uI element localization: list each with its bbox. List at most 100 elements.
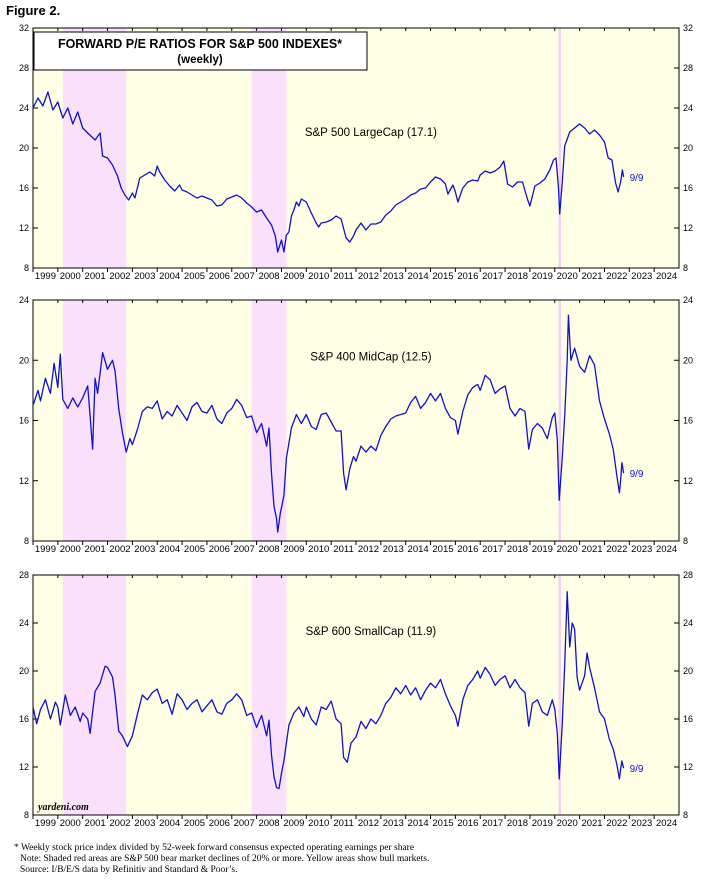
footnote-definition: * Weekly stock price index divided by 52… bbox=[14, 843, 415, 853]
x-tick-label: 2004 bbox=[159, 544, 180, 555]
end-date-label-largecap: 9/9 bbox=[630, 173, 644, 184]
y-tick-label-left: 8 bbox=[24, 536, 29, 546]
x-tick-label: 2019 bbox=[532, 818, 553, 829]
footnote-note: Note: Shaded red areas are S&P 500 bear … bbox=[20, 854, 430, 864]
x-tick-label: 2016 bbox=[457, 271, 478, 282]
x-tick-label: 2013 bbox=[383, 544, 404, 555]
y-tick-label-right: 24 bbox=[683, 103, 693, 113]
end-date-label-smallcap: 9/9 bbox=[630, 764, 644, 775]
y-tick-label-right: 32 bbox=[683, 23, 693, 33]
x-tick-label: 2006 bbox=[209, 818, 230, 829]
y-tick-label-right: 16 bbox=[683, 714, 693, 724]
x-tick-label: 2001 bbox=[85, 271, 106, 282]
series-line-midcap bbox=[32, 314, 625, 533]
chart-title: FORWARD P/E RATIOS FOR S&P 500 INDEXES* bbox=[58, 37, 342, 51]
bear-market-area bbox=[558, 575, 561, 815]
y-tick-label-left: 16 bbox=[19, 714, 29, 724]
y-tick-label-left: 20 bbox=[19, 666, 29, 676]
x-tick-label: 2003 bbox=[134, 818, 155, 829]
bull-market-area bbox=[33, 575, 679, 815]
x-tick-label: 2008 bbox=[258, 818, 279, 829]
x-tick-label: 1999 bbox=[35, 544, 56, 555]
footnote-source: Source: I/B/E/S data by Refinitiv and St… bbox=[20, 865, 238, 875]
x-tick-label: 2020 bbox=[557, 818, 578, 829]
y-tick-label-right: 8 bbox=[683, 810, 688, 820]
x-tick-label: 2014 bbox=[408, 544, 429, 555]
x-tick-label: 2017 bbox=[482, 271, 503, 282]
x-tick-label: 2020 bbox=[557, 544, 578, 555]
x-tick-label: 2022 bbox=[606, 544, 627, 555]
x-tick-label: 2007 bbox=[234, 271, 255, 282]
x-tick-label: 2000 bbox=[60, 544, 81, 555]
x-tick-label: 2021 bbox=[581, 271, 602, 282]
y-tick-label-right: 24 bbox=[683, 618, 693, 628]
x-tick-label: 2008 bbox=[258, 544, 279, 555]
x-tick-label: 2016 bbox=[457, 544, 478, 555]
y-tick-label-right: 8 bbox=[683, 263, 688, 273]
x-tick-label: 2014 bbox=[408, 271, 429, 282]
bear-market-area bbox=[558, 300, 561, 541]
end-date-label-midcap: 9/9 bbox=[630, 469, 644, 480]
x-tick-label: 2015 bbox=[432, 544, 453, 555]
x-tick-label: 2002 bbox=[109, 544, 130, 555]
x-tick-label: 2022 bbox=[606, 271, 627, 282]
y-tick-label-left: 12 bbox=[19, 476, 29, 486]
x-tick-label: 2012 bbox=[358, 544, 379, 555]
x-tick-label: 1999 bbox=[35, 818, 56, 829]
y-tick-label-right: 28 bbox=[683, 63, 693, 73]
x-tick-label: 2005 bbox=[184, 271, 205, 282]
y-tick-label-right: 16 bbox=[683, 416, 693, 426]
series-line-smallcap bbox=[32, 591, 625, 790]
y-tick-label-left: 16 bbox=[19, 416, 29, 426]
x-tick-label: 2006 bbox=[209, 271, 230, 282]
y-tick-label-right: 16 bbox=[683, 183, 693, 193]
x-tick-label: 2009 bbox=[283, 544, 304, 555]
y-tick-label-right: 12 bbox=[683, 476, 693, 486]
chart-title-box: FORWARD P/E RATIOS FOR S&P 500 INDEXES* … bbox=[33, 31, 368, 71]
x-tick-label: 2024 bbox=[656, 271, 677, 282]
x-tick-label: 2013 bbox=[383, 818, 404, 829]
y-tick-label-left: 32 bbox=[19, 23, 29, 33]
x-tick-label: 2007 bbox=[234, 818, 255, 829]
x-tick-label: 2003 bbox=[134, 271, 155, 282]
x-tick-label: 2000 bbox=[60, 818, 81, 829]
x-tick-label: 2023 bbox=[631, 271, 652, 282]
x-tick-label: 2013 bbox=[383, 271, 404, 282]
x-tick-label: 2010 bbox=[308, 271, 329, 282]
series-label-largecap: S&P 500 LargeCap (17.1) bbox=[305, 127, 437, 139]
y-tick-label-right: 24 bbox=[683, 295, 693, 305]
x-tick-label: 2008 bbox=[258, 271, 279, 282]
x-tick-label: 2017 bbox=[482, 544, 503, 555]
y-tick-label-right: 28 bbox=[683, 570, 693, 580]
x-tick-label: 2021 bbox=[581, 544, 602, 555]
y-tick-label-right: 20 bbox=[683, 143, 693, 153]
y-tick-label-left: 28 bbox=[19, 570, 29, 580]
x-tick-label: 2011 bbox=[333, 544, 353, 555]
y-tick-label-left: 12 bbox=[19, 223, 29, 233]
x-tick-label: 2014 bbox=[408, 818, 429, 829]
footnotes: * Weekly stock price index divided by 52… bbox=[14, 843, 704, 876]
series-line-largecap bbox=[32, 91, 625, 253]
chart-subtitle: (weekly) bbox=[177, 54, 223, 66]
x-tick-label: 2009 bbox=[283, 271, 304, 282]
x-tick-label: 2017 bbox=[482, 818, 503, 829]
x-tick-label: 2004 bbox=[159, 271, 180, 282]
y-tick-label-left: 28 bbox=[19, 63, 29, 73]
x-tick-label: 2018 bbox=[507, 544, 528, 555]
y-tick-label-right: 20 bbox=[683, 355, 693, 365]
figure-label: Figure 2. bbox=[6, 3, 61, 18]
y-tick-label-right: 8 bbox=[683, 536, 688, 546]
x-tick-label: 1999 bbox=[35, 271, 56, 282]
x-tick-label: 2015 bbox=[432, 818, 453, 829]
x-tick-label: 2024 bbox=[656, 544, 677, 555]
x-tick-label: 2012 bbox=[358, 818, 379, 829]
x-tick-label: 2019 bbox=[532, 271, 553, 282]
y-tick-label-left: 8 bbox=[24, 263, 29, 273]
y-tick-label-right: 12 bbox=[683, 762, 693, 772]
y-tick-label-left: 8 bbox=[24, 810, 29, 820]
x-tick-label: 2023 bbox=[631, 818, 652, 829]
